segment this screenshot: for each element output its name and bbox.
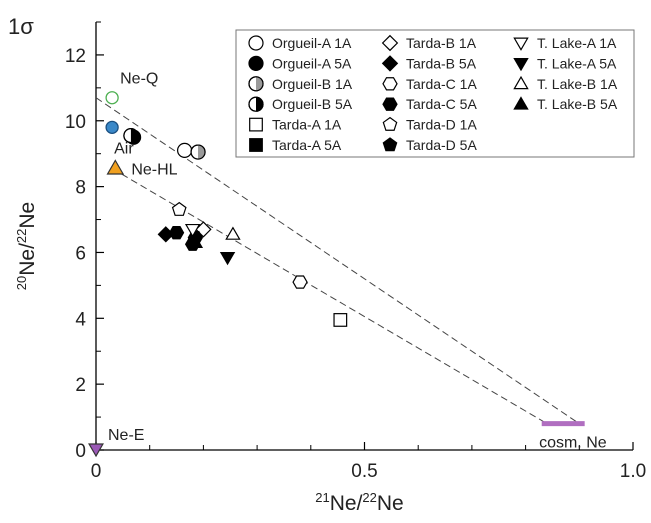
data-points — [123, 127, 348, 327]
legend-marker — [513, 37, 529, 51]
y-tick-label: 6 — [75, 243, 86, 264]
component-label: Ne-Q — [120, 71, 158, 88]
mixing-line-2 — [111, 168, 548, 425]
legend-marker — [381, 55, 399, 72]
x-tick-label: 0 — [91, 461, 102, 482]
component-ne-hl: Ne-HL — [106, 159, 178, 179]
legend-item-t-lake-a-1a: T. Lake-A 1A — [513, 35, 617, 51]
component-label: Ne-E — [108, 427, 144, 444]
legend-marker — [382, 97, 398, 111]
point-tarda-d-1a — [171, 201, 187, 216]
legend-item-t-lake-b-5a: T. Lake-B 5A — [513, 96, 618, 112]
point-tarda-c-1a — [292, 275, 308, 289]
point-t-lake-a-1a — [184, 223, 201, 238]
legend-label: Orgueil-B 1A — [272, 76, 353, 92]
point-t-lake-b-1a — [225, 226, 241, 240]
legend-item-orgueil-b-1a: Orgueil-B 1A — [248, 76, 353, 92]
legend-item-t-lake-a-5a: T. Lake-A 5A — [513, 55, 617, 72]
end-member-components: Ne-Q Air Ne-HL Ne-E cosm. Ne — [88, 71, 607, 458]
y-tick-label: 10 — [65, 112, 86, 133]
legend-label: Tarda-A 1A — [272, 117, 342, 133]
y-tick-label: 0 — [75, 441, 86, 462]
legend-marker — [248, 96, 264, 112]
point-t-lake-b-5a — [187, 234, 204, 249]
mixing-lines — [95, 97, 580, 425]
legend-item-tarda-d-1a: Tarda-D 1A — [382, 116, 477, 133]
legend-marker — [248, 35, 264, 51]
legend-item-tarda-c-1a: Tarda-C 1A — [382, 76, 477, 92]
legend-label: Tarda-B 1A — [406, 35, 477, 51]
y-axis-title: 20Ne/22Ne — [14, 202, 39, 290]
legend-label: Tarda-D 5A — [406, 137, 477, 153]
legend-item-tarda-d-5a: Tarda-D 5A — [382, 137, 477, 153]
legend-item-orgueil-a-5a: Orgueil-A 5A — [248, 55, 352, 72]
component-ne-e: Ne-E — [88, 427, 144, 458]
point-orgueil-b-1a — [190, 144, 206, 160]
component-label: cosm. Ne — [539, 435, 607, 452]
legend: Orgueil-A 1A Orgueil-A 5A Orgueil-B 1A Orgu… — [235, 29, 635, 158]
legend-item-tarda-c-5a: Tarda-C 5A — [382, 96, 477, 112]
legend-item-orgueil-a-1a: Orgueil-A 1A — [248, 35, 352, 51]
legend-item-tarda-a-1a: Tarda-A 1A — [249, 117, 342, 133]
legend-marker — [248, 55, 264, 72]
legend-label: T. Lake-A 5A — [537, 55, 617, 71]
legend-item-tarda-b-5a: Tarda-B 5A — [381, 55, 477, 72]
x-tick-label: 0.5 — [351, 461, 377, 482]
legend-marker — [513, 96, 529, 110]
y-tick-label: 12 — [65, 46, 86, 67]
legend-label: T. Lake-B 5A — [537, 96, 618, 112]
axes: 0 2 4 6 8 10 12 0 0.5 1.0 21Ne/22Ne 20Ne/22Ne — [14, 21, 646, 515]
mixing-line-1 — [95, 97, 580, 425]
legend-marker — [513, 57, 529, 72]
point-tarda-c-5a — [168, 226, 185, 240]
y-tick-label: 4 — [75, 309, 86, 330]
legend-item-orgueil-b-5a: Orgueil-B 5A — [248, 96, 353, 112]
legend-marker — [382, 116, 398, 131]
component-cosm-ne: cosm. Ne — [539, 421, 607, 452]
point-orgueil-b-5a — [123, 127, 139, 144]
component-marker — [105, 120, 119, 135]
legend-marker — [382, 77, 398, 91]
legend-marker — [248, 76, 264, 92]
legend-label: Tarda-B 5A — [406, 55, 477, 71]
legend-marker — [382, 137, 398, 152]
legend-label: Orgueil-A 5A — [272, 55, 352, 71]
legend-marker — [381, 34, 399, 52]
legend-marker — [249, 117, 263, 132]
legend-label: Orgueil-A 1A — [272, 35, 352, 51]
component-label: Ne-HL — [131, 162, 177, 179]
legend-marker — [513, 75, 529, 90]
point-orgueil-a-1a — [177, 142, 193, 158]
legend-label: Orgueil-B 5A — [272, 96, 353, 112]
legend-item-t-lake-b-1a: T. Lake-B 1A — [513, 75, 618, 92]
component-marker — [106, 159, 125, 175]
legend-label: Tarda-A 5A — [272, 137, 342, 153]
legend-label: Tarda-D 1A — [406, 117, 477, 133]
legend-marker — [249, 138, 263, 152]
y-tick-label: 2 — [75, 375, 86, 396]
y-tick-label: 8 — [75, 178, 86, 199]
component-marker — [88, 443, 104, 458]
legend-item-tarda-a-5a: Tarda-A 5A — [249, 137, 342, 153]
legend-label: T. Lake-B 1A — [537, 76, 618, 92]
component-marker — [105, 91, 119, 105]
point-tarda-a-1a — [333, 313, 348, 327]
component-label: Air — [114, 140, 134, 157]
x-tick-label: 1.0 — [620, 461, 646, 482]
sigma-label: 1σ — [8, 14, 34, 39]
legend-label: Tarda-C 5A — [406, 96, 477, 112]
legend-label: Tarda-C 1A — [406, 76, 477, 92]
legend-label: T. Lake-A 1A — [537, 35, 617, 51]
legend-item-tarda-b-1a: Tarda-B 1A — [381, 34, 477, 52]
x-axis-title: 21Ne/22Ne — [315, 490, 403, 515]
component-air: Air — [105, 120, 134, 157]
point-t-lake-a-5a — [219, 251, 236, 266]
component-ne-q: Ne-Q — [105, 71, 158, 105]
legend-box — [235, 29, 635, 158]
